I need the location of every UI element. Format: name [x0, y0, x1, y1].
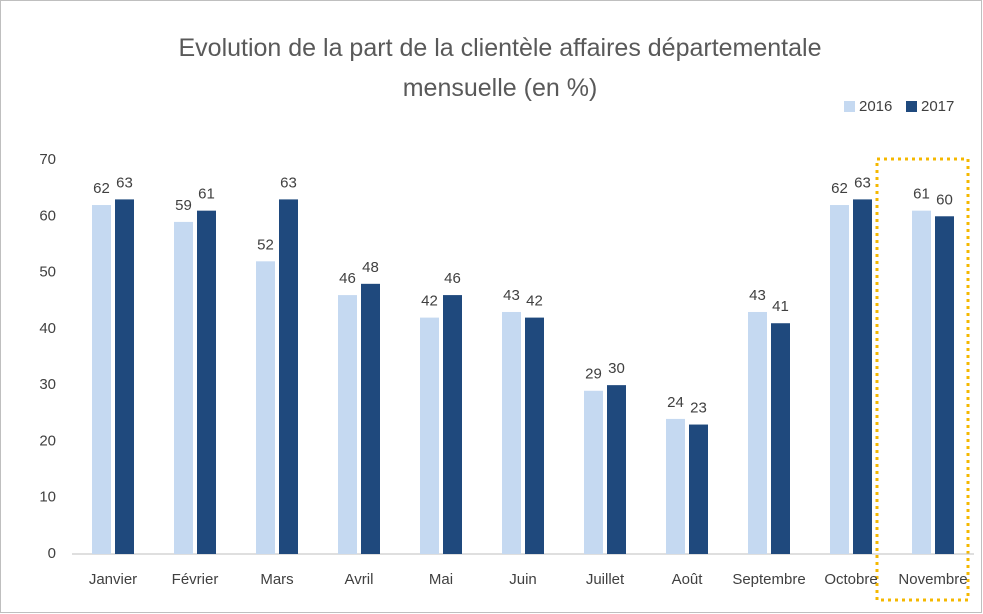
data-label: 42 — [526, 293, 543, 310]
data-label: 60 — [936, 191, 953, 208]
chart-title: Evolution de la part de la clientèle aff… — [178, 34, 822, 102]
data-label: 46 — [339, 270, 356, 287]
bar — [830, 205, 849, 554]
y-tick-label: 20 — [39, 432, 56, 449]
y-tick-label: 50 — [39, 264, 56, 281]
x-tick-label: Juillet — [586, 571, 625, 588]
data-label: 43 — [503, 287, 520, 304]
data-label: 52 — [257, 236, 274, 253]
y-tick-label: 40 — [39, 320, 56, 337]
y-tick-label: 70 — [39, 151, 56, 168]
bar — [666, 418, 685, 554]
data-label: 61 — [198, 186, 215, 203]
bar — [748, 311, 767, 554]
y-tick-label: 60 — [39, 207, 56, 224]
y-tick-label: 10 — [39, 489, 56, 506]
bar — [174, 221, 193, 554]
bar — [935, 216, 954, 555]
data-label: 62 — [93, 180, 110, 197]
data-label: 63 — [854, 174, 871, 191]
bar — [197, 210, 216, 554]
data-label: 61 — [913, 186, 930, 203]
data-label: 43 — [749, 287, 766, 304]
data-label: 62 — [831, 180, 848, 197]
bar — [607, 385, 626, 554]
bar — [443, 295, 462, 554]
legend-label: 2016 — [859, 98, 892, 115]
data-label: 30 — [608, 360, 625, 377]
data-label: 63 — [280, 174, 297, 191]
x-tick-label: Octobre — [824, 571, 877, 588]
bar — [256, 261, 275, 554]
x-tick-label: Août — [672, 571, 704, 588]
bar — [115, 199, 134, 554]
data-label: 41 — [772, 298, 789, 315]
data-label: 46 — [444, 270, 461, 287]
legend-swatch — [844, 101, 855, 112]
bar — [338, 295, 357, 554]
bar — [912, 210, 931, 554]
data-label: 42 — [421, 293, 438, 310]
bar — [92, 205, 111, 554]
y-tick-label: 30 — [39, 376, 56, 393]
x-tick-label: Janvier — [89, 571, 137, 588]
data-label: 29 — [585, 366, 602, 383]
data-label: 63 — [116, 174, 133, 191]
x-tick-label: Mai — [429, 571, 453, 588]
data-label: 48 — [362, 259, 379, 276]
x-tick-label: Novembre — [898, 571, 967, 588]
legend-swatch — [906, 101, 917, 112]
bar — [771, 323, 790, 554]
bar — [502, 311, 521, 554]
x-tick-label: Février — [172, 571, 219, 588]
data-label: 23 — [690, 400, 707, 417]
data-label: 59 — [175, 197, 192, 214]
legend-label: 2017 — [921, 98, 954, 115]
x-tick-label: Mars — [260, 571, 293, 588]
bar — [689, 424, 708, 554]
bar — [584, 390, 603, 554]
bar — [853, 199, 872, 554]
y-tick-label: 0 — [48, 545, 56, 562]
x-tick-label: Juin — [509, 571, 537, 588]
bar — [420, 317, 439, 554]
bar — [525, 317, 544, 554]
bar — [361, 283, 380, 554]
bar — [279, 199, 298, 554]
data-label: 24 — [667, 394, 684, 411]
x-tick-label: Avril — [345, 571, 374, 588]
x-tick-label: Septembre — [732, 571, 805, 588]
